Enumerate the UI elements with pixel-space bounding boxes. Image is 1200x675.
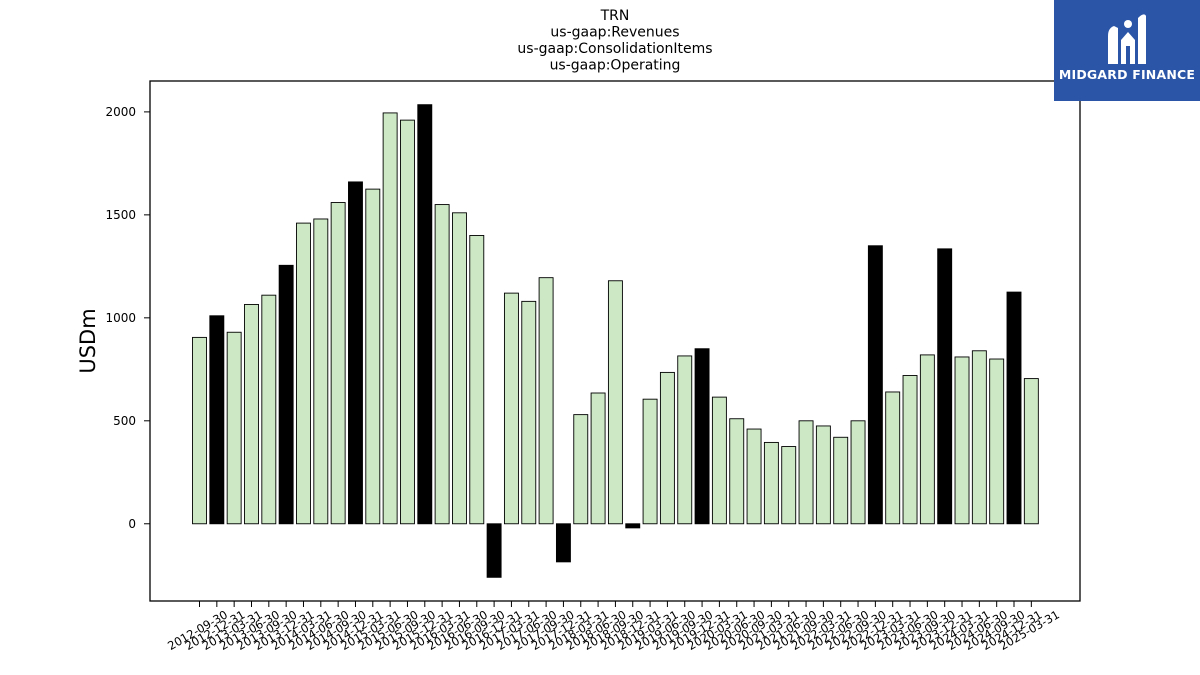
bar-quarter <box>902 375 918 525</box>
bar-quarter <box>244 303 259 525</box>
chart-title-line: us-gaap:ConsolidationItems <box>517 41 712 57</box>
bar-year-end <box>348 181 363 525</box>
bar-quarter <box>538 277 554 525</box>
bar-quarter <box>1023 378 1039 525</box>
x-axis: 2012-09-302012-12-312013-03-312013-06-30… <box>165 601 1062 653</box>
bar-quarter <box>729 418 745 525</box>
y-tick-label: 1000 <box>105 311 136 325</box>
bar-quarter <box>833 436 849 525</box>
bar-quarter <box>659 371 675 525</box>
bar-quarter <box>434 204 450 525</box>
bar-quarter <box>313 218 329 525</box>
bar-quarter <box>798 420 814 525</box>
y-axis-label: USDm <box>76 308 100 373</box>
bar-year-end <box>278 264 294 525</box>
bar-quarter <box>261 294 277 525</box>
y-tick-label: 0 <box>128 517 136 531</box>
bar-year-end <box>209 315 225 525</box>
bar-quarter <box>971 350 987 525</box>
bar-year-end <box>555 523 571 563</box>
bar-quarter <box>590 392 606 525</box>
bar-quarter <box>521 300 537 525</box>
midgard-logo-icon <box>1108 14 1146 64</box>
bar-quarter <box>296 222 311 525</box>
bar-year-end <box>937 248 953 525</box>
bar-quarter <box>330 202 346 525</box>
y-tick-label: 500 <box>113 414 136 428</box>
bar-quarter <box>226 331 242 525</box>
bar-quarter <box>503 292 519 525</box>
bar-quarter <box>781 446 797 525</box>
bar-quarter <box>919 354 935 525</box>
bar-year-end <box>625 523 641 529</box>
logo-text: MIDGARD FINANCE <box>1058 67 1196 82</box>
bar-quarter <box>400 119 415 525</box>
y-axis: 0 500 1000 1500 2000 <box>105 105 150 531</box>
bar-quarter <box>954 356 970 525</box>
chart-title-line: TRN <box>600 8 630 24</box>
bar-quarter <box>711 396 727 525</box>
bar-year-end <box>1006 291 1022 525</box>
bar-quarter <box>469 235 485 525</box>
bar-year-end <box>486 523 502 578</box>
bar-year-end <box>694 348 710 525</box>
bar-quarter <box>989 358 1005 525</box>
y-tick-label: 1500 <box>105 208 136 222</box>
chart-title-line: us-gaap:Operating <box>550 58 681 74</box>
chart-title-line: us-gaap:Revenues <box>550 25 679 41</box>
bar-quarter <box>850 420 866 525</box>
bar-quarter <box>642 398 658 525</box>
chart-title: TRNus-gaap:Revenuesus-gaap:Consolidation… <box>517 8 712 74</box>
bar-quarter <box>763 441 779 525</box>
bar-year-end <box>867 245 883 525</box>
bar-quarter <box>677 355 693 525</box>
bar-year-end <box>417 104 433 525</box>
bar-quarter <box>192 336 207 525</box>
bar-quarter <box>382 112 398 525</box>
bar-quarter <box>746 428 762 525</box>
bar-quarter <box>365 188 381 525</box>
bars-group <box>192 104 1039 578</box>
y-tick-label: 2000 <box>105 105 136 119</box>
bar-quarter <box>815 425 831 525</box>
brand-logo: MIDGARD FINANCE <box>1054 0 1200 101</box>
bar-quarter <box>885 391 901 525</box>
bar-quarter <box>452 212 467 525</box>
bar-quarter <box>607 280 623 525</box>
bar-quarter <box>573 414 589 525</box>
